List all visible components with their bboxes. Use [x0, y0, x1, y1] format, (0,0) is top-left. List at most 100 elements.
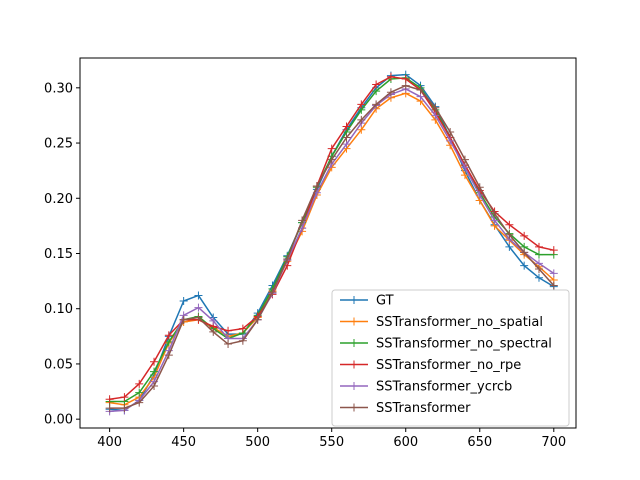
legend-item: SSTransformer — [340, 401, 471, 416]
data-point — [520, 231, 529, 240]
data-point — [401, 81, 410, 90]
legend: GT SSTransformer_no_spatial SSTransformer_… — [331, 289, 570, 427]
y-tick-label: 0.30 — [44, 81, 73, 96]
data-point — [534, 250, 543, 259]
series-6 — [105, 81, 558, 413]
y-tick-label: 0.10 — [44, 302, 73, 317]
legend-label: GT — [376, 294, 394, 309]
data-point — [534, 273, 543, 282]
data-point — [549, 269, 558, 278]
data-point — [342, 133, 351, 142]
x-tick-label: 400 — [97, 435, 122, 450]
data-point — [534, 242, 543, 251]
data-point — [520, 261, 529, 270]
data-point — [416, 86, 425, 95]
x-tick-label: 450 — [171, 435, 196, 450]
data-point — [120, 404, 129, 413]
y-tick-label: 0.25 — [44, 137, 73, 152]
data-point — [194, 313, 203, 322]
data-point — [238, 324, 247, 333]
x-tick-label: 650 — [467, 435, 492, 450]
data-point — [372, 100, 381, 109]
legend-label: SSTransformer_ycrcb — [376, 380, 512, 395]
data-point — [179, 315, 188, 324]
data-point — [460, 163, 469, 172]
data-point — [505, 230, 514, 239]
legend-label: SSTransformer_no_spectral — [376, 337, 552, 352]
data-point — [520, 248, 529, 257]
data-point — [164, 331, 173, 340]
legend-label: SSTransformer_no_spatial — [376, 315, 543, 330]
legend-marker — [350, 382, 358, 390]
x-tick-label: 700 — [541, 435, 566, 450]
legend-marker — [350, 403, 358, 412]
data-point — [386, 72, 395, 81]
legend-label: SSTransformer_no_rpe — [376, 358, 521, 373]
data-point — [372, 80, 381, 89]
plot-frame — [79, 57, 577, 429]
data-point — [534, 264, 543, 273]
data-point — [105, 395, 114, 404]
data-point — [549, 281, 558, 290]
y-tick-label: 0.05 — [44, 357, 73, 372]
legend-item: GT — [340, 294, 394, 309]
data-point — [460, 171, 469, 180]
data-point — [238, 336, 247, 345]
data-point — [460, 155, 469, 164]
data-point — [194, 291, 203, 300]
data-point — [224, 340, 233, 349]
data-point — [209, 327, 218, 336]
data-point — [209, 316, 218, 325]
x-tick-label: 600 — [393, 435, 418, 450]
data-point — [475, 190, 484, 199]
legend-item: SSTransformer_no_spatial — [340, 315, 543, 330]
data-point — [253, 315, 262, 324]
data-point — [283, 255, 292, 264]
y-tick-label: 0.15 — [44, 247, 73, 262]
data-point — [475, 183, 484, 192]
legend-marker — [350, 317, 358, 326]
data-point — [327, 155, 336, 164]
data-point — [150, 357, 159, 366]
data-point — [446, 136, 455, 145]
data-point — [342, 122, 351, 131]
data-point — [120, 393, 129, 402]
x-tick-label: 500 — [245, 435, 270, 450]
data-point — [490, 209, 499, 218]
series-layer — [105, 70, 558, 416]
data-point — [446, 128, 455, 136]
data-point — [327, 144, 336, 153]
legend-marker — [350, 360, 358, 369]
y-axis: 0.00 0.05 0.10 0.15 0.20 0.25 0.30 — [44, 81, 80, 428]
y-tick-label: 0.00 — [44, 413, 73, 428]
data-point — [164, 351, 173, 360]
legend-item: SSTransformer_no_rpe — [340, 358, 521, 373]
legend-label: SSTransformer — [376, 401, 471, 416]
legend-item: SSTransformer_no_spectral — [340, 337, 552, 352]
data-point — [224, 326, 233, 335]
legend-item: SSTransformer_ycrcb — [340, 380, 512, 395]
data-point — [135, 398, 144, 407]
data-point — [194, 303, 203, 312]
data-point — [312, 182, 321, 191]
x-axis: 400 450 500 550 600 650 700 — [97, 428, 566, 450]
data-point — [105, 404, 114, 413]
legend-marker — [350, 296, 358, 304]
data-point — [431, 103, 440, 112]
data-point — [549, 246, 558, 255]
data-point — [431, 111, 440, 120]
data-point — [135, 379, 144, 388]
data-point — [357, 100, 366, 109]
data-point — [357, 115, 366, 124]
data-point — [150, 367, 159, 376]
data-point — [268, 288, 277, 297]
data-point — [179, 296, 188, 305]
data-point — [150, 382, 159, 391]
x-tick-label: 550 — [319, 435, 344, 450]
data-point — [298, 216, 307, 225]
legend-box — [331, 289, 570, 427]
data-point — [135, 388, 144, 397]
data-point — [505, 220, 514, 229]
legend-marker — [350, 339, 358, 347]
